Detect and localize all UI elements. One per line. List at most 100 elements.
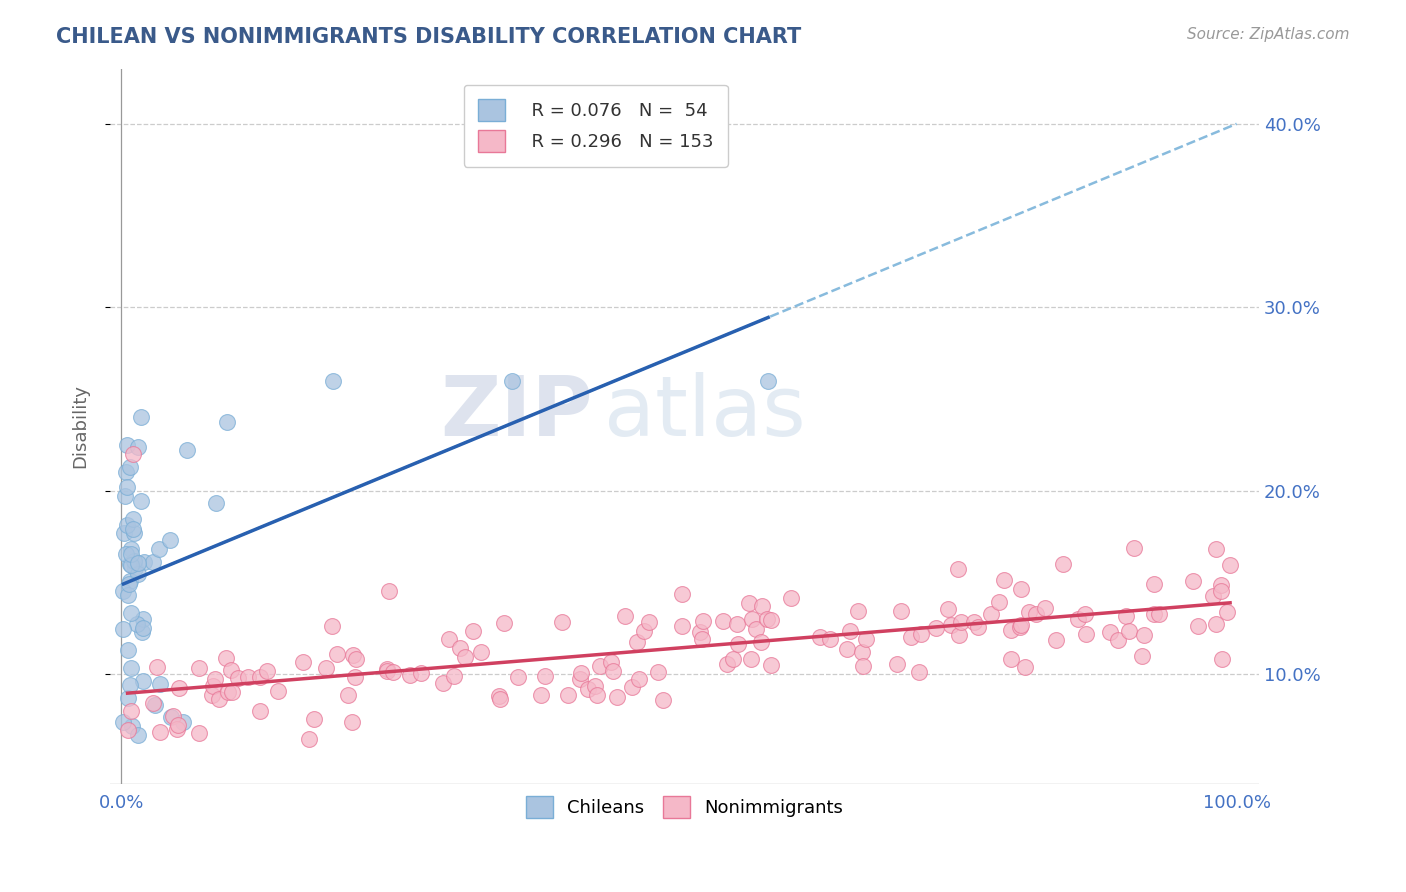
Point (907, 665, 929, 680)
Point (219, 663, 242, 677)
Point (651, 693, 673, 707)
Point (638, 615, 661, 630)
Point (115, 438, 138, 452)
Point (506, 670, 529, 684)
Point (162, 708, 184, 723)
Point (941, 618, 963, 632)
Point (1143, 607, 1166, 621)
Point (780, 591, 803, 605)
Point (120, 678, 142, 692)
Point (342, 648, 364, 662)
Point (751, 599, 773, 613)
Point (344, 670, 367, 684)
Point (1010, 582, 1032, 596)
Point (745, 623, 768, 637)
Point (208, 692, 231, 706)
Text: Source: ZipAtlas.com: Source: ZipAtlas.com (1187, 27, 1350, 42)
Point (322, 374, 344, 388)
Point (120, 661, 142, 675)
Point (727, 638, 749, 652)
Point (647, 665, 669, 679)
Point (304, 712, 326, 726)
Point (132, 612, 155, 626)
Point (125, 616, 148, 631)
Point (1107, 632, 1129, 647)
Legend: Chileans, Nonimmigrants: Chileans, Nonimmigrants (519, 789, 851, 825)
Point (117, 723, 139, 738)
Point (122, 522, 145, 536)
Point (551, 615, 574, 629)
Point (238, 670, 260, 684)
Point (967, 619, 990, 633)
Point (1211, 584, 1233, 599)
Point (1211, 578, 1233, 592)
Point (1130, 648, 1153, 663)
Point (114, 489, 136, 503)
Point (115, 518, 138, 533)
Point (117, 588, 139, 602)
Point (249, 670, 271, 684)
Point (142, 697, 165, 711)
Point (112, 623, 135, 637)
Point (321, 619, 343, 633)
Point (148, 541, 170, 556)
Point (315, 661, 337, 675)
Point (127, 556, 149, 570)
Text: atlas: atlas (605, 372, 806, 452)
Point (963, 615, 986, 629)
Point (159, 533, 181, 548)
Point (1098, 625, 1121, 640)
Point (201, 688, 224, 702)
Point (160, 710, 183, 724)
Point (1219, 558, 1241, 572)
Point (375, 665, 398, 679)
Point (114, 547, 136, 561)
Point (443, 669, 465, 683)
Point (606, 690, 628, 704)
Point (120, 574, 142, 589)
Point (501, 374, 523, 388)
Point (737, 596, 759, 610)
Point (121, 719, 143, 733)
Point (121, 447, 143, 461)
Point (112, 583, 135, 598)
Point (1033, 600, 1056, 615)
Point (267, 684, 290, 698)
Point (201, 679, 224, 693)
Point (534, 669, 557, 683)
Point (848, 604, 870, 618)
Point (949, 615, 972, 629)
Point (1143, 577, 1166, 591)
Point (980, 607, 1002, 621)
Point (114, 466, 136, 480)
Point (851, 645, 873, 659)
Point (1014, 659, 1036, 673)
Point (492, 615, 515, 630)
Point (228, 671, 250, 685)
Point (204, 672, 226, 686)
Point (399, 667, 422, 681)
Point (256, 664, 278, 678)
Point (142, 556, 165, 570)
Point (1010, 617, 1032, 632)
Point (602, 664, 624, 678)
Point (855, 632, 877, 647)
Point (378, 583, 401, 598)
Point (925, 621, 948, 635)
Point (689, 625, 711, 640)
Point (585, 679, 607, 693)
Point (127, 440, 149, 454)
Point (626, 635, 648, 649)
Point (1147, 607, 1170, 621)
Point (589, 658, 612, 673)
Point (117, 690, 139, 705)
Point (118, 577, 141, 591)
Point (1182, 574, 1205, 588)
Point (117, 480, 139, 494)
Point (1115, 609, 1137, 624)
Point (221, 685, 243, 699)
Point (852, 659, 875, 673)
Point (820, 632, 842, 646)
Point (131, 621, 153, 635)
Point (946, 562, 969, 576)
